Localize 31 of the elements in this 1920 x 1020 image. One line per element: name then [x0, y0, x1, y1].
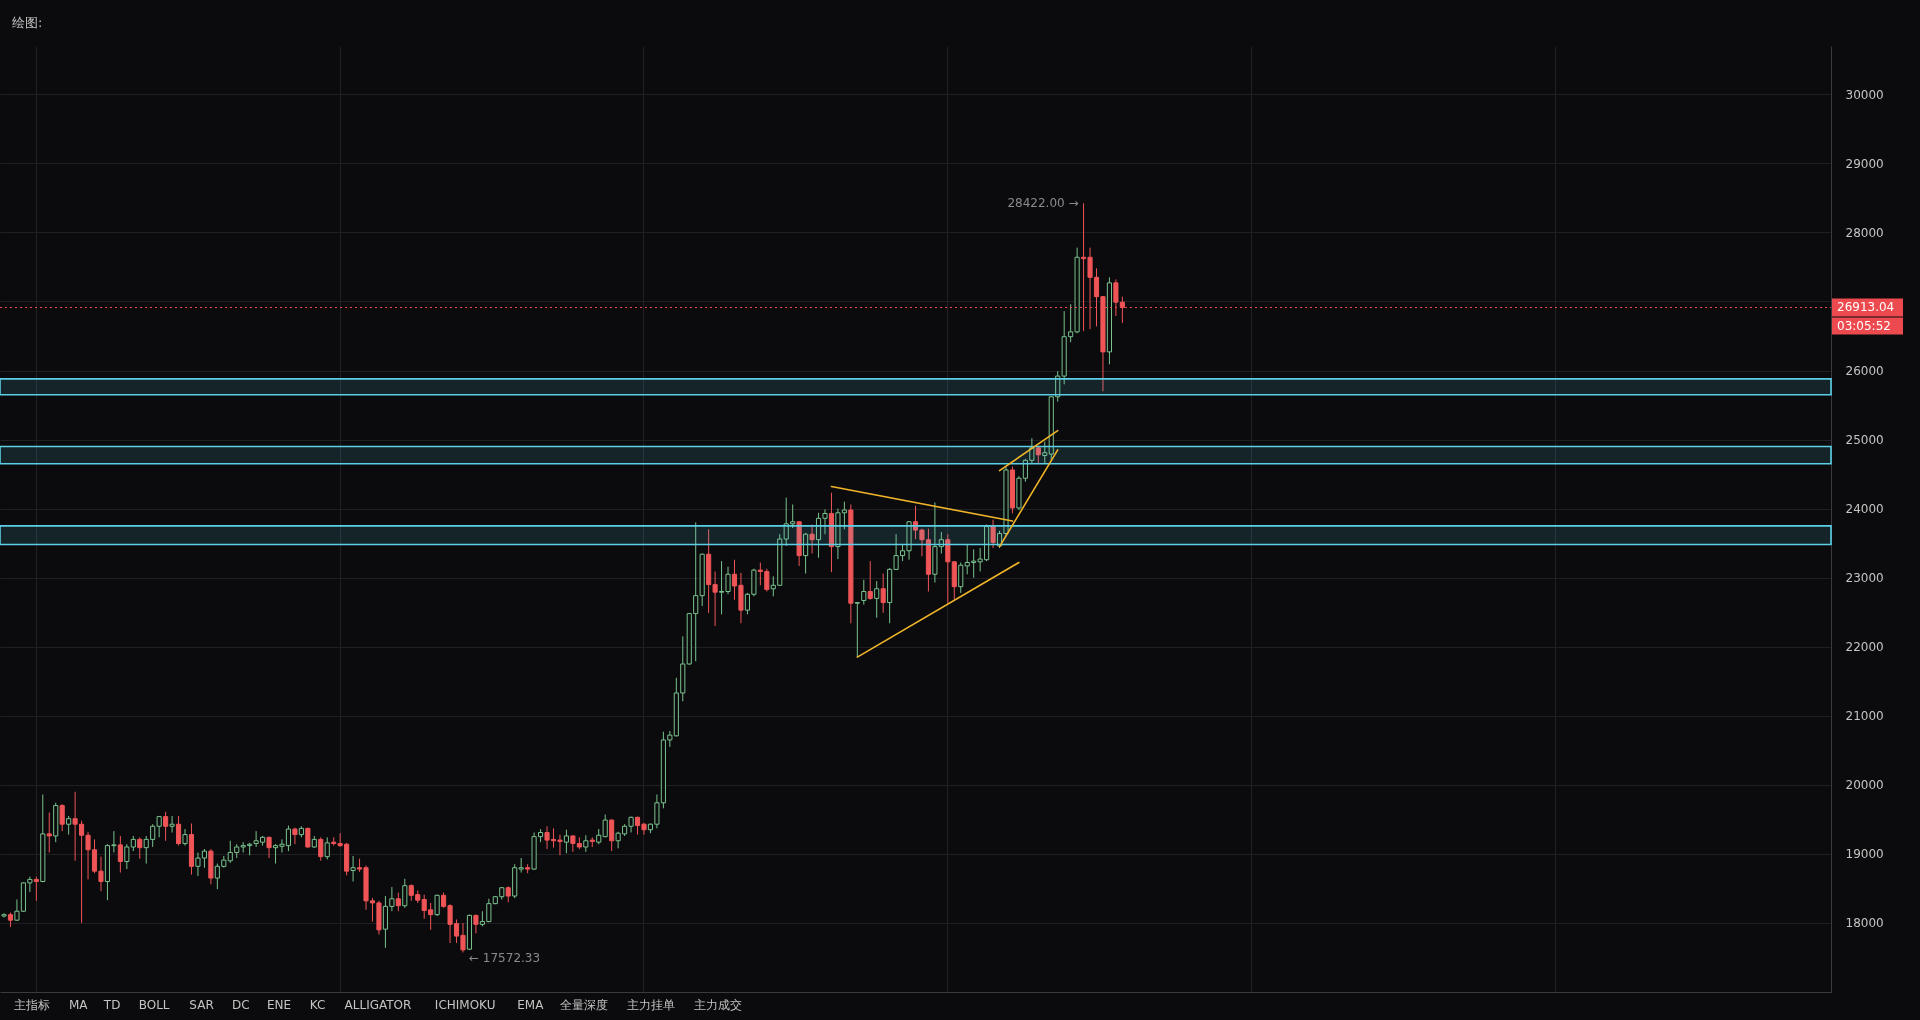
text: SAR: [189, 998, 214, 1012]
text: BOLL: [138, 998, 170, 1012]
ref-line-label: 26913.04: [1837, 300, 1895, 315]
y-tick-label: 23000: [1845, 571, 1884, 586]
text: ALLIGATOR: [344, 998, 412, 1012]
annotation: ← 17572.33: [468, 951, 541, 966]
y-tick-label: 28000: [1845, 225, 1884, 240]
text: EMA: [517, 998, 545, 1012]
text: 主指标: [14, 998, 50, 1012]
y-tick-label: 29000: [1845, 156, 1884, 171]
text: TD: [102, 998, 121, 1012]
text: 绘图:: [12, 15, 43, 30]
text: ICHIMOKU: [434, 998, 496, 1012]
text: ENE: [266, 998, 292, 1012]
y-tick-label: 26000: [1845, 364, 1884, 379]
y-tick-label: 30000: [1845, 87, 1884, 102]
annotation: 28422.00 →: [1007, 196, 1079, 211]
text: 03:05:52: [1837, 318, 1891, 333]
text: 主力挂单: [626, 998, 675, 1012]
y-tick-label: 22000: [1845, 640, 1884, 655]
y-tick-label: 21000: [1845, 709, 1884, 724]
y-tick-label: 18000: [1845, 916, 1884, 931]
y-tick-label: 19000: [1845, 847, 1884, 862]
y-tick-label: 25000: [1845, 433, 1884, 448]
text: 主力成交: [693, 998, 742, 1012]
y-tick-label: 24000: [1845, 502, 1884, 517]
text: DC: [232, 998, 250, 1012]
y-tick-label: 20000: [1845, 778, 1884, 793]
text: MA: [69, 998, 89, 1012]
text: KC: [309, 998, 326, 1012]
text: 全量深度: [559, 998, 608, 1012]
